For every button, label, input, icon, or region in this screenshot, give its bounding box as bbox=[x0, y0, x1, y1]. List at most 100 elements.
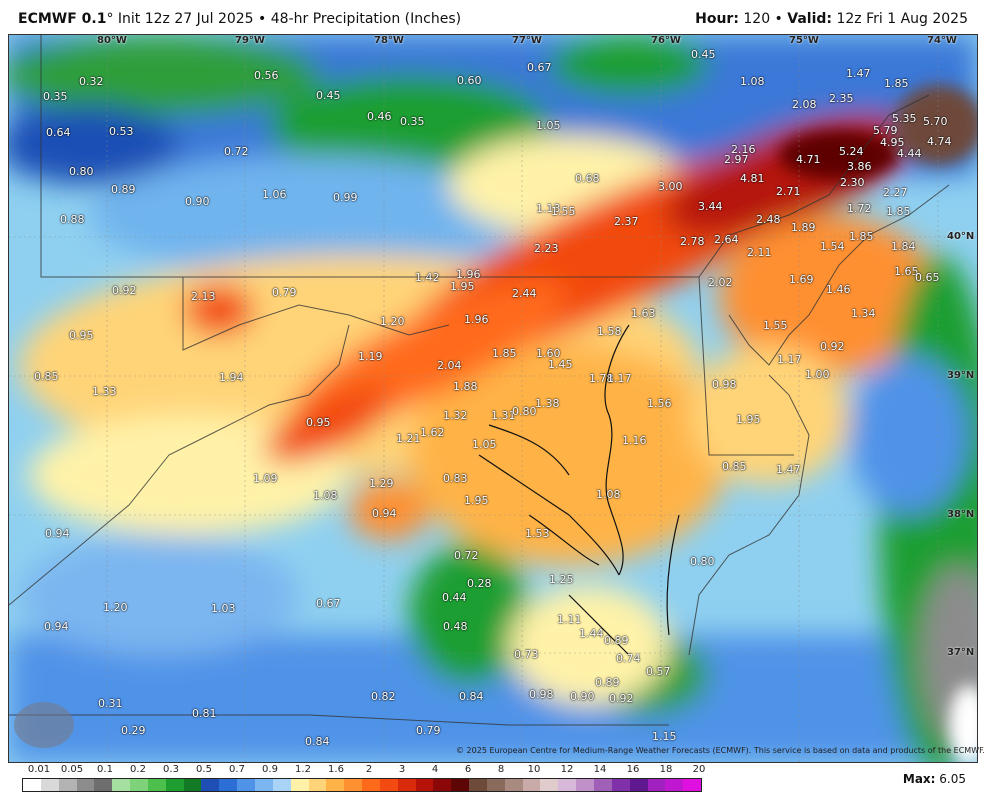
precip-value-label: 4.71 bbox=[796, 153, 821, 166]
precip-value-label: 2.16 bbox=[731, 143, 756, 156]
precip-value-label: 0.72 bbox=[224, 145, 249, 158]
precip-value-label: 1.08 bbox=[596, 488, 621, 501]
latitude-label: 40°N bbox=[947, 231, 975, 242]
precip-value-label: 0.98 bbox=[712, 378, 737, 391]
precip-value-label: 0.98 bbox=[529, 688, 554, 701]
legend-swatch bbox=[486, 779, 505, 791]
precip-value-label: 3.86 bbox=[847, 160, 872, 173]
precip-value-label: 0.45 bbox=[691, 48, 716, 61]
precip-field bbox=[9, 35, 977, 762]
legend-tick-label: 10 bbox=[527, 764, 541, 775]
legend-color-bar bbox=[22, 778, 702, 792]
precip-value-label: 0.92 bbox=[609, 692, 634, 705]
precip-value-label: 1.05 bbox=[536, 119, 561, 132]
precip-value-label: 1.72 bbox=[847, 202, 872, 215]
precip-value-label: 3.00 bbox=[658, 180, 683, 193]
precipitation-map: 0.32 0.56 0.60 0.67 0.45 1.08 1.47 1.85 0.35 0.64… bbox=[8, 34, 978, 763]
precip-value-label: 0.83 bbox=[443, 472, 468, 485]
legend-swatch bbox=[433, 779, 452, 791]
precip-value-label: 1.84 bbox=[891, 240, 916, 253]
latitude-label: 39°N bbox=[947, 370, 975, 381]
precip-value-label: 1.20 bbox=[103, 601, 128, 614]
legend-swatch bbox=[254, 779, 273, 791]
precip-value-label: 1.58 bbox=[597, 325, 622, 338]
precip-value-label: 1.11 bbox=[557, 613, 582, 626]
precip-value-label: 0.74 bbox=[616, 652, 641, 665]
precip-value-label: 5.35 bbox=[892, 112, 917, 125]
precip-value-label: 2.44 bbox=[512, 287, 537, 300]
legend-swatch bbox=[94, 779, 113, 791]
precip-value-label: 1.08 bbox=[740, 75, 765, 88]
precip-value-label: 0.35 bbox=[43, 90, 68, 103]
degree-mark: ° bbox=[106, 11, 114, 27]
precip-value-label: 1.42 bbox=[415, 271, 440, 284]
precip-value-label: 2.48 bbox=[756, 213, 781, 226]
legend-swatch bbox=[576, 779, 594, 791]
precip-value-label: 1.46 bbox=[826, 283, 851, 296]
precip-value-label: 1.96 bbox=[464, 313, 489, 326]
precip-value-label: 4.44 bbox=[897, 147, 922, 160]
precip-value-label: 0.48 bbox=[443, 620, 468, 633]
precip-value-label: 2.04 bbox=[437, 359, 462, 372]
precip-value-label: 0.45 bbox=[316, 89, 341, 102]
precip-value-label: 1.08 bbox=[313, 489, 338, 502]
precip-value-label: 1.47 bbox=[776, 463, 801, 476]
precip-value-label: 1.56 bbox=[647, 397, 672, 410]
precip-value-label: 0.68 bbox=[575, 172, 600, 185]
precip-value-label: 2.37 bbox=[614, 215, 639, 228]
precip-value-label: 0.35 bbox=[400, 115, 425, 128]
latitude-label: 38°N bbox=[947, 509, 975, 520]
legend-swatch bbox=[504, 779, 523, 791]
precip-value-label: 0.57 bbox=[646, 665, 671, 678]
precip-value-label: 0.94 bbox=[44, 620, 69, 633]
precip-value-label: 1.88 bbox=[453, 380, 478, 393]
precip-value-label: 1.94 bbox=[219, 371, 244, 384]
precip-value-label: 1.45 bbox=[548, 358, 573, 371]
legend-swatch bbox=[219, 779, 238, 791]
longitude-label: 75°W bbox=[789, 35, 819, 46]
legend-tick-label: 16 bbox=[626, 764, 640, 775]
legend-swatch bbox=[522, 779, 541, 791]
precip-value-label: 1.95 bbox=[450, 280, 475, 293]
color-legend: 0.01 0.05 0.1 0.2 0.3 0.5 0.7 0.9 1.2 1.6 2 3 4 6 8 10 1… bbox=[22, 764, 705, 794]
precip-value-label: 0.94 bbox=[372, 507, 397, 520]
legend-swatch bbox=[112, 779, 131, 791]
precip-value-label: 0.60 bbox=[457, 74, 482, 87]
precip-value-label: 2.64 bbox=[714, 233, 739, 246]
precip-value-label: 1.62 bbox=[420, 426, 445, 439]
init-time: Init 12z 27 Jul 2025 bbox=[117, 11, 254, 27]
precip-value-label: 1.85 bbox=[849, 230, 874, 243]
legend-swatch bbox=[558, 779, 577, 791]
legend-tick-label: 1.2 bbox=[295, 764, 311, 775]
precip-value-label: 5.24 bbox=[839, 145, 864, 158]
legend-swatch bbox=[362, 779, 380, 791]
precip-value-label: 0.79 bbox=[272, 286, 297, 299]
precip-value-label: 0.28 bbox=[467, 577, 492, 590]
model-name: ECMWF 0.1 bbox=[18, 11, 107, 27]
precip-value-label: 1.85 bbox=[886, 205, 911, 218]
legend-tick-label: 0.3 bbox=[163, 764, 179, 775]
precip-value-label: 0.99 bbox=[333, 191, 358, 204]
legend-swatch bbox=[326, 779, 345, 791]
product-name: 48-hr Precipitation (Inches) bbox=[270, 11, 462, 27]
precip-value-label: 1.34 bbox=[851, 307, 876, 320]
precip-value-label: 1.38 bbox=[535, 397, 560, 410]
precip-value-label: 1.54 bbox=[820, 240, 845, 253]
legend-swatch bbox=[629, 779, 648, 791]
precip-value-label: 0.85 bbox=[722, 460, 747, 473]
hour-value: 120 bbox=[743, 11, 771, 27]
header-bar: ECMWF 0.1° Init 12z 27 Jul 2025 • 48-hr … bbox=[0, 0, 984, 34]
legend-swatch bbox=[58, 779, 77, 791]
precip-value-label: 4.95 bbox=[880, 136, 905, 149]
precip-value-label: 0.80 bbox=[512, 405, 537, 418]
legend-swatch bbox=[40, 779, 59, 791]
precip-value-label: 1.03 bbox=[211, 602, 236, 615]
longitude-label: 74°W bbox=[927, 35, 957, 46]
legend-tick-label: 2 bbox=[365, 764, 373, 775]
legend-swatch bbox=[451, 779, 470, 791]
precip-value-label: 1.95 bbox=[736, 413, 761, 426]
precip-value-label: 1.31 bbox=[491, 409, 516, 422]
legend-tick-label: 4 bbox=[431, 764, 439, 775]
precip-value-label: 1.53 bbox=[525, 527, 550, 540]
legend-swatch bbox=[147, 779, 166, 791]
